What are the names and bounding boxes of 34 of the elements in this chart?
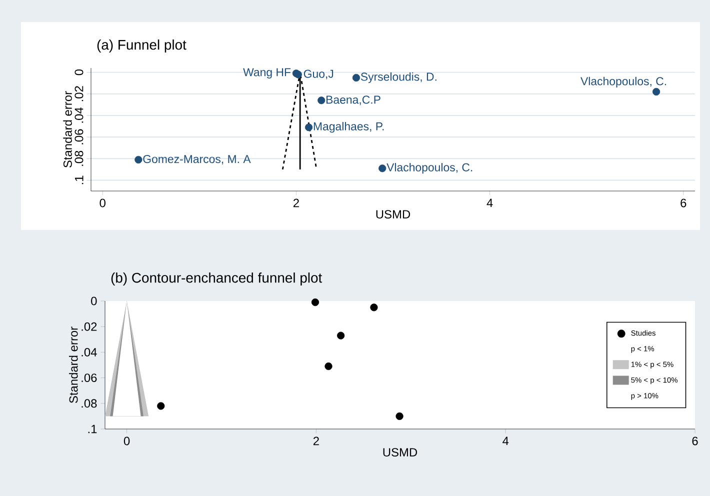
x-tick-label: 0 bbox=[124, 436, 130, 446]
annotation: Vlachopoulos, C. bbox=[386, 163, 472, 174]
chart-title: (b) Contour-enchanced funnel plot bbox=[111, 272, 322, 286]
annotation: Syrseloudis, D. bbox=[360, 72, 436, 84]
annotation: Gomez-Marcos, M. A bbox=[143, 154, 251, 164]
y-axis-title: Standard error bbox=[68, 326, 78, 403]
y-axis-title: Standard error bbox=[63, 91, 72, 168]
annotation: Guo,J bbox=[304, 70, 334, 80]
y-tick-label: .1 bbox=[75, 176, 84, 184]
annotation: Wang HF bbox=[243, 68, 291, 79]
chart-title: (a) Funnel plot bbox=[97, 39, 186, 52]
x-tick-label: 0 bbox=[100, 198, 106, 208]
y-tick-label: 0 bbox=[91, 296, 97, 306]
y-tick-label: .02 bbox=[82, 322, 97, 331]
y-tick-label: .06 bbox=[74, 129, 84, 144]
y-tick-label: .08 bbox=[82, 399, 97, 408]
y-tick-label: .04 bbox=[82, 348, 97, 356]
y-tick-label: .04 bbox=[74, 108, 84, 123]
x-tick-label: 2 bbox=[293, 198, 299, 208]
y-tick-label: .08 bbox=[74, 150, 84, 166]
annotation: Vlachopoulos, C. bbox=[580, 76, 666, 88]
x-tick-label: 2 bbox=[313, 436, 319, 446]
annotation: Magalhaes, P. bbox=[314, 122, 384, 133]
annotation: Baena,C.P bbox=[326, 96, 380, 106]
y-tick-label: .06 bbox=[82, 374, 97, 382]
y-tick-label: .02 bbox=[74, 86, 84, 102]
x-tick-label: 6 bbox=[692, 436, 698, 446]
y-tick-label: .1 bbox=[88, 424, 97, 434]
y-tick-label: 0 bbox=[74, 69, 84, 76]
x-tick-label: 6 bbox=[680, 198, 686, 208]
x-tick-label: 4 bbox=[486, 198, 493, 207]
x-tick-label: 4 bbox=[502, 436, 509, 445]
x-axis-title: USMD bbox=[383, 448, 418, 457]
x-axis-title: USMD bbox=[376, 210, 410, 219]
